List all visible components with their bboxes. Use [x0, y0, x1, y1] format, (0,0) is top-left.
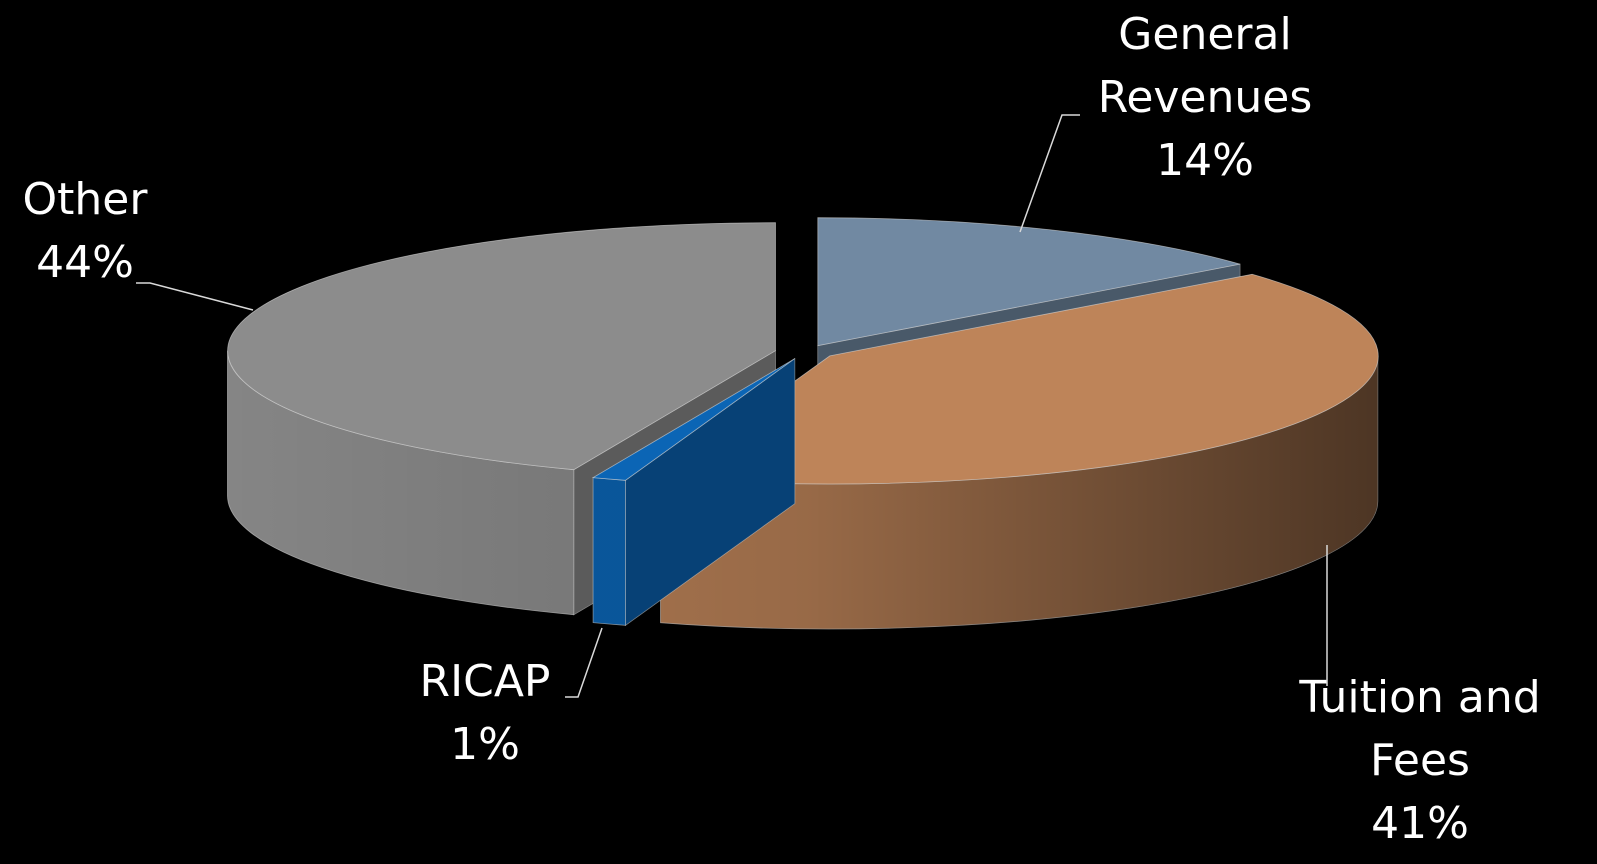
- data-label: Other 44%: [0, 168, 170, 294]
- slice-top: [227, 222, 776, 471]
- data-label: RICAP 1%: [395, 650, 575, 776]
- value-label: 14%: [1156, 135, 1254, 186]
- slice-wall-shade: [660, 355, 1378, 629]
- leader-line: [136, 282, 254, 311]
- slice-top: [817, 217, 1241, 347]
- category-label: RICAP: [419, 656, 551, 707]
- data-label: Tuition and Fees 41%: [1275, 666, 1565, 855]
- leader-lines: [136, 114, 1328, 698]
- slice-side-shade: [625, 358, 795, 626]
- category-label: Tuition and Fees: [1299, 672, 1541, 786]
- slice-wall-shade: [227, 350, 574, 615]
- category-label: Other: [22, 174, 148, 225]
- slice-top: [591, 358, 796, 481]
- leader-line: [1019, 114, 1080, 233]
- slice-wall-shade: [593, 477, 626, 626]
- value-label: 1%: [450, 719, 520, 770]
- slice-top: [659, 273, 1379, 485]
- category-label: General Revenues: [1097, 9, 1313, 123]
- leader-line: [565, 627, 603, 698]
- slices: [227, 217, 1379, 630]
- data-label: General Revenues 14%: [1075, 3, 1335, 192]
- value-label: 44%: [36, 237, 134, 288]
- value-label: 41%: [1371, 798, 1469, 849]
